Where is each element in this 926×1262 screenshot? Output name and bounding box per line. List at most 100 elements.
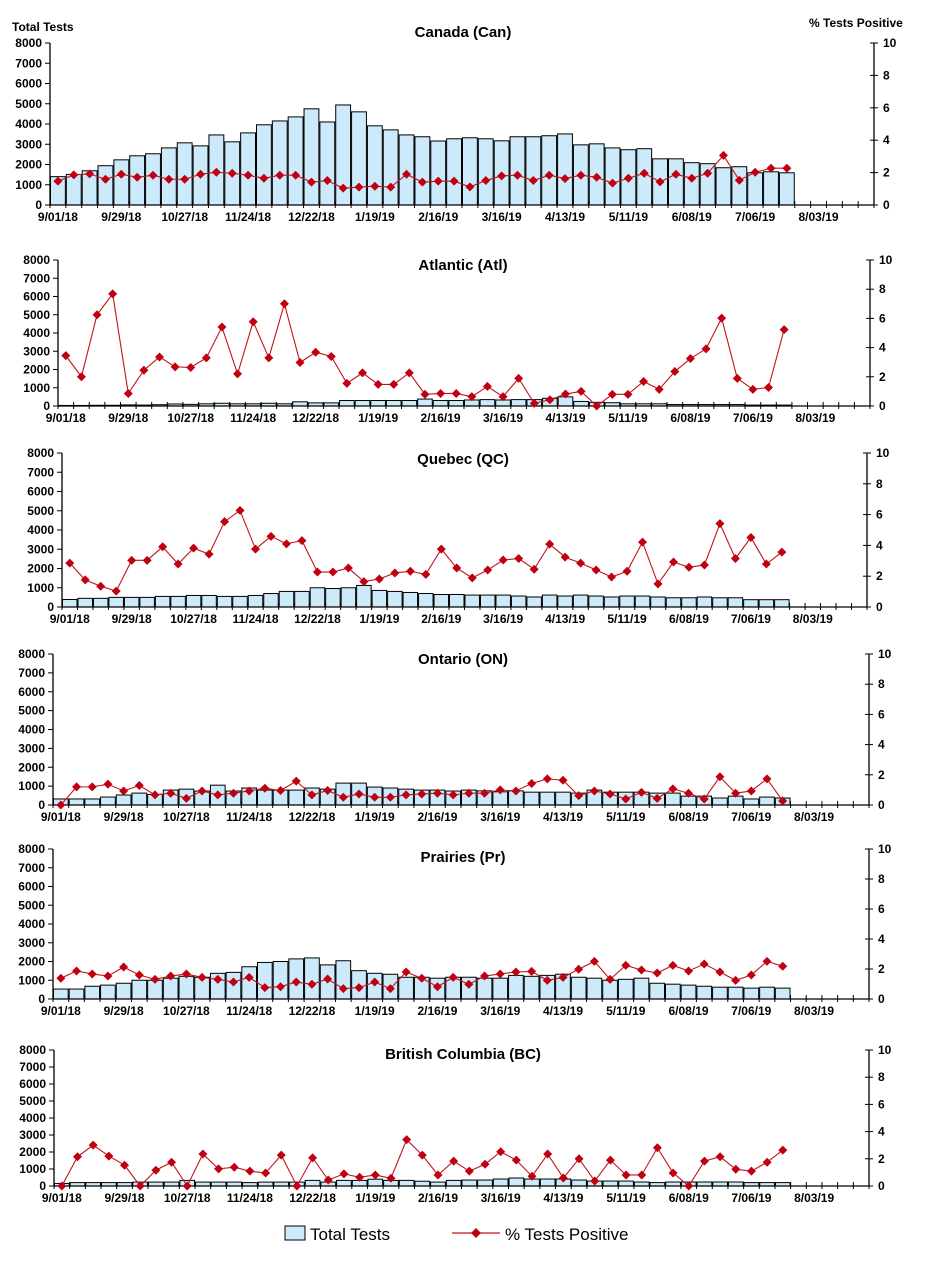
point-pct-positive: [104, 1151, 114, 1161]
point-pct-positive: [449, 1156, 459, 1166]
x-tick-label: 3/16/19: [481, 1191, 521, 1205]
x-tick-label: 9/01/18: [41, 1004, 81, 1018]
point-pct-positive: [166, 788, 176, 798]
left-y-tick-label: 7000: [23, 271, 50, 285]
point-pct-positive: [116, 169, 126, 179]
point-pct-positive: [72, 966, 82, 976]
point-pct-positive: [389, 379, 399, 389]
point-pct-positive: [385, 792, 395, 802]
left-y-tick-label: 3000: [18, 936, 45, 950]
x-tick-label: 6/08/19: [669, 612, 709, 626]
point-pct-positive: [730, 553, 740, 563]
point-pct-positive: [358, 368, 367, 378]
left-y-tick-label: 1000: [18, 973, 45, 987]
point-pct-positive: [228, 977, 238, 987]
x-tick-label: 1/19/19: [359, 612, 399, 626]
bar-total-tests: [588, 595, 604, 608]
bar-total-tests: [366, 125, 383, 206]
point-pct-positive: [323, 974, 333, 984]
left-y-tick-label: 6000: [15, 77, 42, 91]
point-pct-positive: [308, 1153, 318, 1163]
bar-total-tests: [240, 132, 256, 206]
point-pct-positive: [467, 392, 477, 402]
point-pct-positive: [623, 173, 633, 183]
point-pct-positive: [370, 792, 380, 802]
point-pct-positive: [181, 793, 191, 803]
left-y-tick-label: 8000: [18, 842, 45, 856]
point-pct-positive: [654, 384, 664, 394]
point-pct-positive: [448, 972, 458, 982]
point-pct-positive: [85, 169, 95, 179]
left-y-tick-label: 5000: [19, 1094, 46, 1108]
x-tick-label: 3/16/19: [482, 210, 522, 224]
x-tick-label: 6/08/19: [670, 411, 710, 425]
point-pct-positive: [261, 1168, 271, 1178]
bar-total-tests: [115, 982, 132, 1000]
point-pct-positive: [592, 172, 602, 182]
point-pct-positive: [607, 389, 617, 399]
bar-total-tests: [477, 1179, 493, 1187]
point-pct-positive: [170, 362, 180, 372]
bar-total-tests: [464, 594, 480, 608]
point-pct-positive: [65, 558, 75, 568]
x-tick-label: 11/24/18: [230, 411, 276, 425]
point-pct-positive: [464, 1166, 474, 1176]
bar-total-tests: [743, 798, 760, 806]
left-y-tick-label: 5000: [15, 97, 42, 111]
bar-total-tests: [356, 584, 372, 608]
point-pct-positive: [417, 177, 427, 187]
right-y-tick-label: 4: [878, 932, 885, 946]
point-pct-positive: [560, 552, 570, 562]
bar-total-tests: [727, 597, 744, 608]
x-tick-label: 1/19/19: [358, 411, 398, 425]
bar-total-tests: [339, 400, 355, 407]
point-pct-positive: [605, 974, 615, 984]
point-pct-positive: [359, 577, 369, 587]
point-pct-positive: [180, 174, 190, 184]
point-pct-positive: [750, 167, 760, 177]
left-y-tick-label: 5000: [18, 704, 45, 718]
x-tick-label: 9/29/18: [101, 210, 141, 224]
point-pct-positive: [211, 167, 221, 177]
panel-title: Quebec (QC): [417, 451, 509, 468]
point-pct-positive: [370, 977, 380, 987]
point-pct-positive: [111, 586, 121, 596]
point-pct-positive: [401, 790, 411, 800]
point-pct-positive: [248, 317, 258, 327]
point-pct-positive: [370, 1170, 380, 1180]
point-pct-positive: [715, 1152, 725, 1162]
left-y-tick-label: 3000: [27, 542, 54, 556]
point-pct-positive: [306, 177, 316, 187]
bar-total-tests: [696, 596, 713, 608]
bar-total-tests: [115, 794, 132, 806]
point-pct-positive: [76, 372, 86, 382]
point-pct-positive: [108, 289, 118, 299]
x-tick-label: 4/13/19: [545, 210, 585, 224]
point-pct-positive: [731, 975, 741, 985]
point-pct-positive: [100, 174, 110, 184]
left-y-tick-label: 0: [39, 1179, 46, 1193]
point-pct-positive: [88, 1140, 98, 1150]
point-pct-positive: [417, 973, 427, 983]
point-pct-positive: [465, 182, 475, 192]
left-y-tick-label: 6000: [23, 290, 50, 304]
point-pct-positive: [715, 967, 725, 977]
point-pct-positive: [638, 537, 648, 547]
bar-total-tests: [432, 400, 449, 407]
panel-3: Ontario (ON) 0 1000 2000 3000 4000 5000 6000 700…: [18, 647, 891, 824]
bar-total-tests: [62, 598, 78, 608]
point-pct-positive: [782, 163, 792, 173]
x-tick-label: 6/08/19: [669, 1004, 709, 1018]
point-pct-positive: [276, 1150, 286, 1160]
point-pct-positive: [186, 362, 196, 372]
right-y-tick-label: 8: [878, 677, 885, 691]
point-pct-positive: [213, 974, 223, 984]
right-y-tick-label: 8: [879, 282, 886, 296]
bar-total-tests: [272, 961, 289, 1000]
panel-title: British Columbia (BC): [385, 1046, 541, 1063]
x-tick-label: 5/11/19: [608, 411, 648, 425]
bar-total-tests: [414, 1180, 431, 1187]
left-y-tick-label: 8000: [27, 446, 54, 460]
point-pct-positive: [778, 796, 788, 806]
